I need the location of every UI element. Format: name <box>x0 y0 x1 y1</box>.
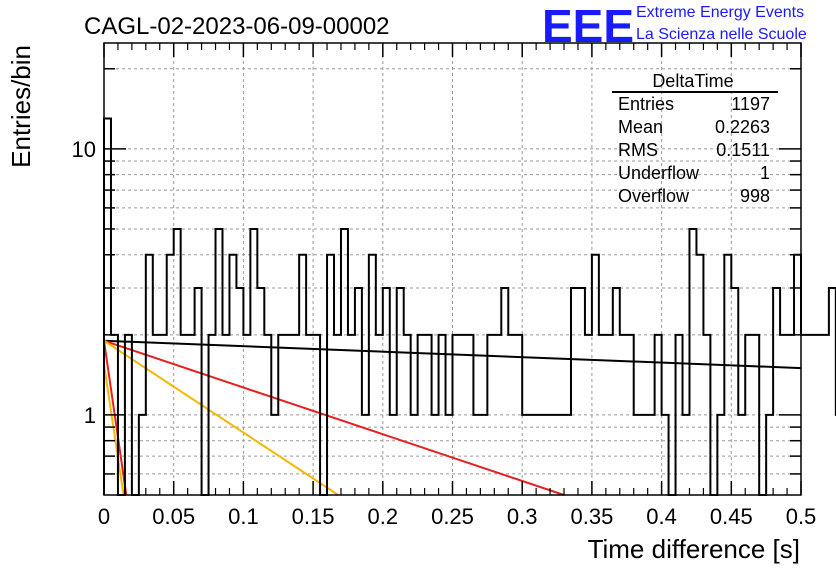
x-tick-label: 0.3 <box>507 504 538 529</box>
stats-value-entries: 1197 <box>731 94 770 114</box>
x-tick-label: 0 <box>98 504 110 529</box>
stats-label-underflow: Underflow <box>618 163 700 183</box>
x-tick-label: 0.45 <box>710 504 753 529</box>
stats-box: DeltaTime Entries 1197 Mean 0.2263 RMS 0… <box>612 71 778 206</box>
y-tick-label: 10 <box>72 137 96 162</box>
stats-value-mean: 0.2263 <box>715 117 770 137</box>
x-tick-label: 0.35 <box>570 504 613 529</box>
x-tick-label: 0.5 <box>786 504 817 529</box>
x-tick-label: 0.4 <box>646 504 677 529</box>
fit-curves <box>103 339 802 496</box>
eee-logo-line-1: Extreme Energy Events <box>636 4 804 21</box>
stats-label-rms: RMS <box>618 140 658 160</box>
y-tick-labels: 1 10 <box>72 137 96 428</box>
stats-value-rms: 0.1511 <box>716 140 770 160</box>
stats-label-overflow: Overflow <box>618 186 690 206</box>
fit-curve-5 <box>103 340 128 496</box>
x-tick-label: 0.2 <box>368 504 399 529</box>
run-title: CAGL-02-2023-06-09-00002 <box>84 13 390 40</box>
x-tick-label: 0.05 <box>152 504 195 529</box>
stats-value-underflow: 1 <box>760 163 770 183</box>
x-tick-labels: 0 0.05 0.1 0.15 0.2 0.25 0.3 0.35 0.4 0.45 0.5 <box>98 504 816 529</box>
histogram-series <box>103 117 836 496</box>
stats-label-entries: Entries <box>618 94 674 114</box>
fit-curve-3 <box>103 339 339 496</box>
fit-curve-4 <box>103 364 125 496</box>
eee-logo-line-2: La Scienza nelle Scuole <box>636 26 807 43</box>
axis-ticks <box>103 43 802 495</box>
y-tick-label: 1 <box>84 403 96 428</box>
x-tick-label: 0.25 <box>431 504 474 529</box>
stats-value-overflow: 998 <box>740 186 770 206</box>
eee-logo-mark: EEE <box>542 0 634 52</box>
eee-logo: EEE Extreme Energy Events La Scienza nel… <box>542 0 807 52</box>
stats-label-mean: Mean <box>618 117 663 137</box>
stats-title: DeltaTime <box>652 71 733 91</box>
fit-curve-2 <box>103 339 565 496</box>
x-tick-label: 0.15 <box>292 504 335 529</box>
y-axis-title: Entries/bin <box>6 45 36 168</box>
x-axis-title: Time difference [s] <box>588 534 800 564</box>
x-tick-label: 0.1 <box>228 504 259 529</box>
